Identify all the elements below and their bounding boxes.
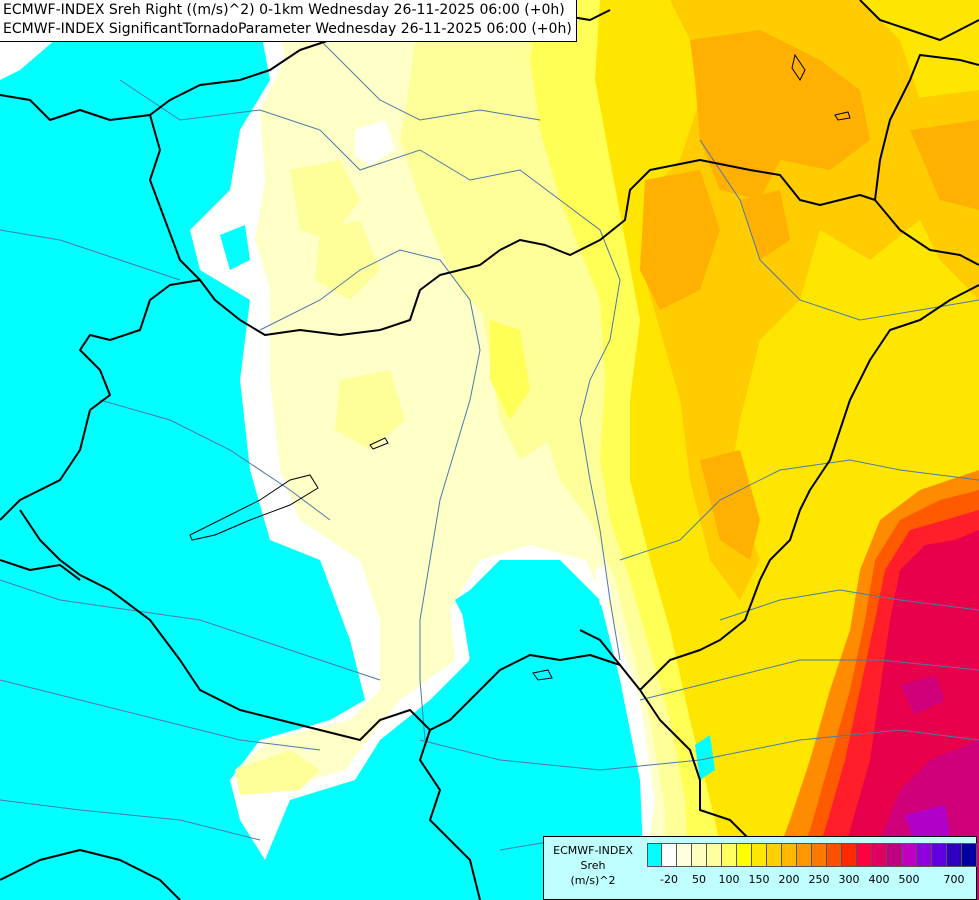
- legend-tick-label: -20: [660, 873, 678, 886]
- orange-zone: [690, 30, 870, 200]
- magenta-blob: [900, 675, 945, 715]
- color-legend: ECMWF-INDEX Sreh (m/s)^2 -20 50 100 150 200 2…: [543, 836, 977, 900]
- legend-swatch: [647, 843, 662, 867]
- legend-swatch: [677, 843, 692, 867]
- legend-swatch: [752, 843, 767, 867]
- legend-swatch: [722, 843, 737, 867]
- legend-swatch: [707, 843, 722, 867]
- legend-tick-label: 250: [808, 873, 830, 886]
- white-pocket-south: [595, 565, 612, 605]
- cyan-pocket-south: [410, 560, 645, 900]
- legend-swatch: [782, 843, 797, 867]
- orange-blob-2: [640, 170, 720, 310]
- orange-blob-3: [910, 120, 979, 210]
- legend-tick-label: 400: [868, 873, 890, 886]
- legend-parameter: Sreh: [580, 859, 606, 872]
- lake-northeast: [834, 111, 851, 121]
- legend-tick-label: 100: [718, 873, 740, 886]
- legend-swatch: [692, 843, 707, 867]
- legend-swatch: [662, 843, 677, 867]
- cyan-pocket-north: [180, 50, 240, 90]
- lake-east: [791, 53, 806, 81]
- title-line-2: ECMWF-INDEX SignificantTornadoParameter …: [3, 21, 572, 37]
- legend-tick-label: 500: [898, 873, 920, 886]
- legend-tick-label: 200: [778, 873, 800, 886]
- light-yellow-blob-1: [290, 160, 360, 240]
- legend-swatch: [887, 843, 902, 867]
- white-pocket-north: [355, 120, 395, 165]
- legend-tick-label: 300: [838, 873, 860, 886]
- legend-swatch: [872, 843, 887, 867]
- legend-ticks: -20 50 100 150 200 250 300 400 500 700: [647, 873, 977, 889]
- lake-balaton: [369, 437, 389, 450]
- legend-swatch: [842, 843, 857, 867]
- legend-model: ECMWF-INDEX: [553, 844, 633, 857]
- title-line-1: ECMWF-INDEX Sreh Right ((m/s)^2) 0-1km W…: [3, 2, 565, 18]
- legend-swatch: [797, 843, 812, 867]
- cyan-pocket-serbia: [695, 735, 715, 780]
- orange-blob-5: [740, 190, 790, 260]
- purple-blob: [905, 805, 950, 845]
- legend-swatch: [737, 843, 752, 867]
- cyan-pocket-east-slovakia: [220, 225, 250, 270]
- rivers: [0, 19, 979, 861]
- lake-outline-west: [189, 474, 319, 541]
- legend-title: ECMWF-INDEX Sreh (m/s)^2: [544, 843, 642, 888]
- legend-tick-label: 50: [692, 873, 706, 886]
- orange-blob-4: [700, 450, 760, 560]
- legend-swatch: [767, 843, 782, 867]
- legend-tick-label: 700: [943, 873, 965, 886]
- map-title: ECMWF-INDEX Sreh Right ((m/s)^2) 0-1km W…: [0, 0, 577, 42]
- light-yellow-blob-4: [235, 750, 320, 795]
- legend-swatches: [647, 843, 977, 867]
- light-yellow-blob-2: [315, 220, 380, 300]
- legend-swatch: [947, 843, 962, 867]
- legend-tick-label: 150: [748, 873, 770, 886]
- legend-swatch: [962, 843, 977, 867]
- legend-swatch: [902, 843, 917, 867]
- legend-swatch: [857, 843, 872, 867]
- legend-swatch: [827, 843, 842, 867]
- legend-swatch: [932, 843, 947, 867]
- yellow-blob-west: [490, 320, 530, 420]
- legend-unit: (m/s)^2: [570, 874, 616, 887]
- light-yellow-blob-3: [335, 370, 405, 450]
- lake-southeast: [532, 669, 553, 681]
- legend-swatch: [812, 843, 827, 867]
- legend-swatch: [917, 843, 932, 867]
